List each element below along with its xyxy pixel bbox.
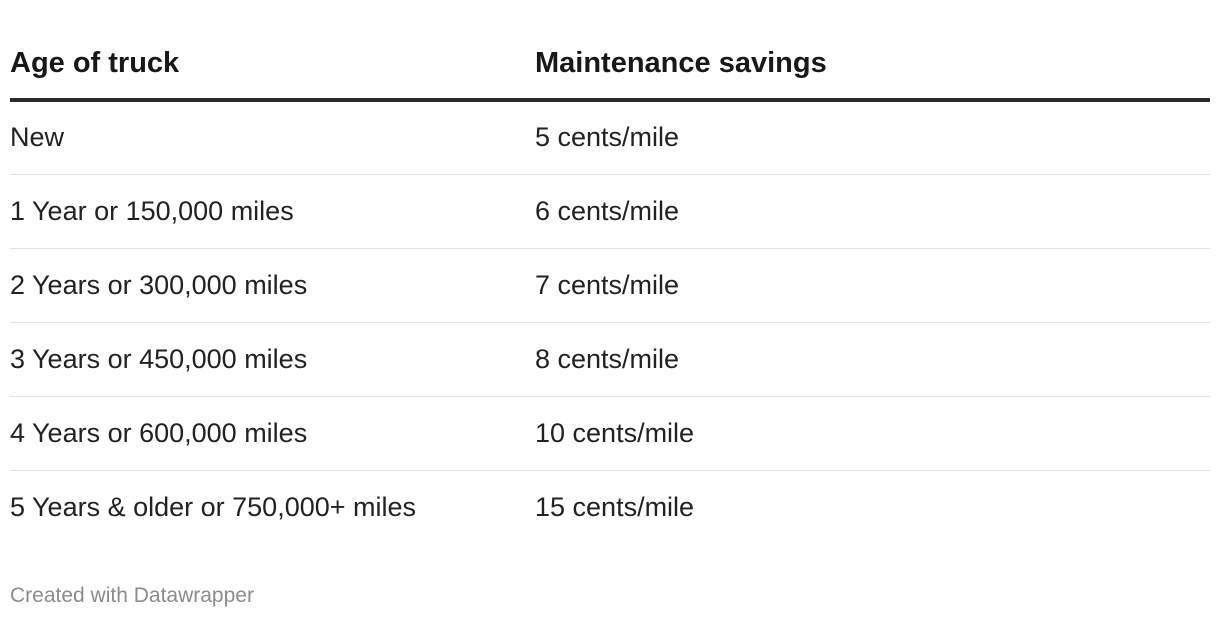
- column-header-savings: Maintenance savings: [535, 0, 1210, 102]
- cell-age: 1 Year or 150,000 miles: [10, 174, 535, 249]
- table-row: 2 Years or 300,000 miles 7 cents/mile: [10, 248, 1210, 323]
- cell-savings: 15 cents/mile: [535, 491, 695, 522]
- cell-age: 5 Years & older or 750,000+ miles: [10, 491, 417, 522]
- maintenance-savings-table: Age of truck Maintenance savings New 5 c…: [10, 0, 1210, 544]
- cell-age: New: [10, 100, 535, 175]
- cell-savings: 7 cents/mile: [535, 248, 1210, 323]
- table-row: 5 Years & older or 750,000+ miles 15 cen…: [10, 470, 1210, 544]
- table-row: New 5 cents/mile: [10, 100, 1210, 175]
- table-header-row: Age of truck Maintenance savings: [10, 0, 1210, 102]
- cell-age: 2 Years or 300,000 miles: [10, 248, 535, 323]
- column-header-age: Age of truck: [10, 0, 535, 102]
- cell-age: 4 Years or 600,000 miles: [10, 396, 535, 471]
- table-row: 3 Years or 450,000 miles 8 cents/mile: [10, 322, 1210, 397]
- cell-savings: 5 cents/mile: [535, 100, 1210, 175]
- table-row: 4 Years or 600,000 miles 10 cents/mile: [10, 396, 1210, 471]
- cell-savings: 10 cents/mile: [535, 396, 1210, 471]
- table-row: 1 Year or 150,000 miles 6 cents/mile: [10, 174, 1210, 249]
- cell-savings: 6 cents/mile: [535, 174, 1210, 249]
- cell-age: 3 Years or 450,000 miles: [10, 322, 535, 397]
- cell-savings: 8 cents/mile: [535, 322, 1210, 397]
- data-table-container: Age of truck Maintenance savings New 5 c…: [10, 0, 1210, 544]
- datawrapper-credit: Created with Datawrapper: [10, 584, 254, 607]
